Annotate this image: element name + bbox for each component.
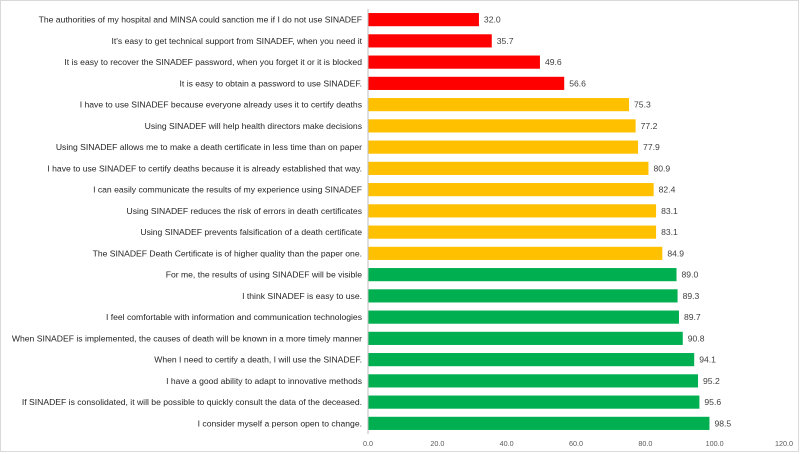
bar (368, 204, 657, 218)
value-label: 95.6 (704, 397, 721, 407)
value-label: 77.2 (641, 121, 658, 131)
value-label: 56.6 (569, 78, 586, 88)
x-tick-label: 40.0 (500, 439, 514, 448)
category-label: I have a good ability to adapt to innova… (166, 376, 362, 386)
category-label: The SINADEF Death Certificate is of high… (93, 248, 362, 258)
bar (368, 76, 565, 90)
category-label: Using SINADEF reduces the risk of errors… (127, 206, 362, 216)
value-label: 94.1 (699, 355, 716, 365)
bar (368, 161, 649, 175)
x-axis-ticks-group: 0.0 20.0 40.0 60.0 80.0 100.0 120.0 (363, 439, 793, 448)
category-label: When SINADEF is implemented, the causes … (12, 333, 362, 343)
value-label: 75.3 (634, 100, 651, 110)
category-label: I can easily communicate the results of … (93, 185, 362, 195)
value-label: 98.5 (714, 418, 731, 428)
x-tick-label: 100.0 (706, 439, 724, 448)
bar (368, 140, 639, 154)
value-label: 84.9 (667, 248, 684, 258)
bar (368, 246, 663, 260)
category-label: I consider myself a person open to chang… (198, 418, 362, 428)
bar (368, 225, 657, 239)
value-label: 49.6 (545, 57, 562, 67)
category-label: For me, the results of using SINADEF wil… (166, 270, 363, 280)
category-labels-group: The authorities of my hospital and MINSA… (12, 15, 363, 429)
category-label: I feel comfortable with information and … (106, 312, 362, 322)
value-label: 83.1 (661, 206, 678, 216)
category-label: If SINADEF is consolidated, it will be p… (22, 397, 362, 407)
bar (368, 395, 700, 409)
value-label: 90.8 (688, 333, 705, 343)
value-label: 89.0 (682, 270, 699, 280)
value-label: 35.7 (497, 36, 514, 46)
category-label: The authorities of my hospital and MINSA… (39, 15, 362, 25)
x-tick-label: 20.0 (430, 439, 444, 448)
bar (368, 331, 683, 345)
category-label: It is easy to recover the SINADEF passwo… (64, 57, 362, 67)
bar (368, 55, 540, 69)
x-tick-label: 60.0 (569, 439, 583, 448)
value-label: 95.2 (703, 376, 720, 386)
category-label: I have to use SINADEF to certify deaths … (47, 163, 362, 173)
bar (368, 119, 636, 133)
value-label: 80.9 (653, 163, 670, 173)
value-label: 83.1 (661, 227, 678, 237)
value-label: 77.9 (643, 142, 660, 152)
value-label: 89.3 (683, 291, 700, 301)
bar (368, 183, 654, 197)
category-label: It is easy to obtain a password to use S… (180, 78, 362, 88)
bar (368, 268, 677, 282)
value-label: 32.0 (484, 15, 501, 25)
category-label: When I need to certify a death, I will u… (154, 355, 362, 365)
value-label: 82.4 (659, 185, 676, 195)
x-tick-label: 80.0 (638, 439, 652, 448)
category-label: Using SINADEF allows me to make a death … (56, 142, 362, 152)
bars-group (368, 13, 710, 430)
bar (368, 310, 679, 324)
bar (368, 353, 695, 367)
category-label: I think SINADEF is easy to use. (242, 291, 362, 301)
category-label: Using SINADEF prevents falsification of … (140, 227, 362, 237)
x-tick-label: 120.0 (775, 439, 793, 448)
x-tick-label: 0.0 (363, 439, 373, 448)
category-label: Using SINADEF will help health directors… (145, 121, 362, 131)
category-label: It's easy to get technical support from … (111, 36, 362, 46)
bar (368, 13, 479, 27)
bar (368, 416, 710, 430)
value-labels-group: 32.0 35.7 49.6 56.6 75.3 77.2 77.9 80.9 82.4 83.1… (484, 15, 731, 429)
bar (368, 34, 492, 48)
value-label: 89.7 (684, 312, 701, 322)
category-label: I have to use SINADEF because everyone a… (80, 100, 362, 110)
bar (368, 374, 699, 388)
bar (368, 98, 630, 112)
bar (368, 289, 678, 303)
